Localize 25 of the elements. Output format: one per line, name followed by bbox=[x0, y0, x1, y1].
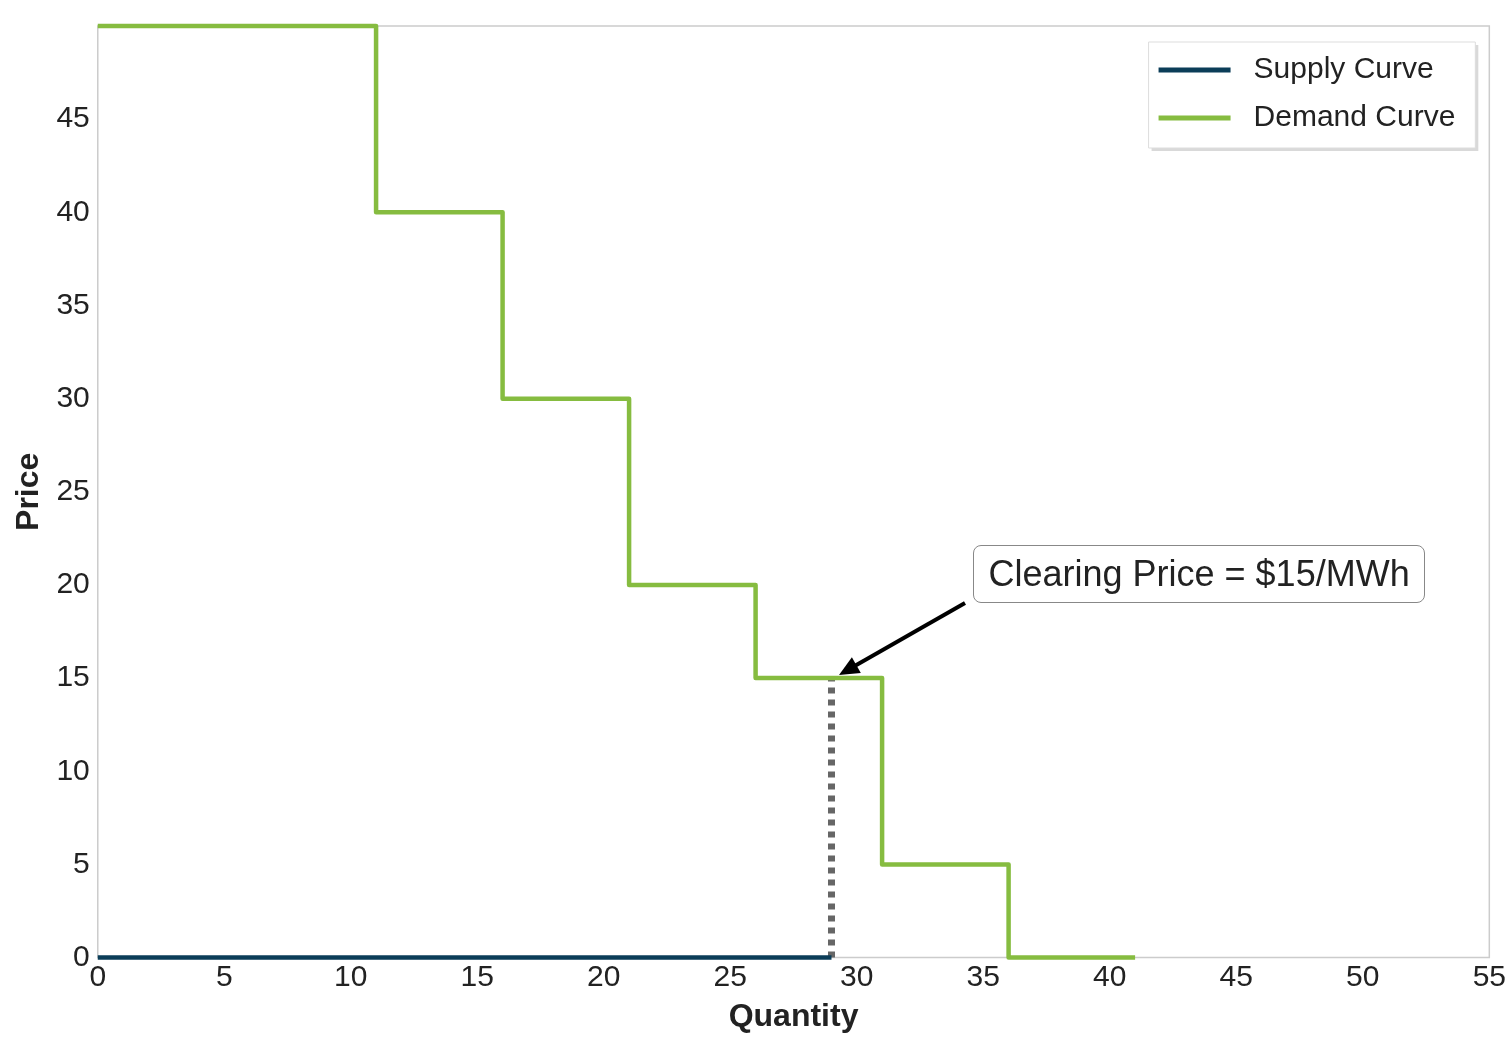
y-tick-label: 35 bbox=[56, 286, 90, 320]
x-tick-label: 15 bbox=[460, 958, 494, 992]
y-tick-label: 45 bbox=[56, 100, 90, 134]
x-tick-label: 50 bbox=[1346, 958, 1380, 992]
x-tick-label: 25 bbox=[713, 958, 747, 992]
x-tick-label: 20 bbox=[587, 958, 621, 992]
y-tick-label: 10 bbox=[56, 752, 90, 786]
y-tick-label: 15 bbox=[56, 659, 90, 693]
legend-label: Supply Curve bbox=[1253, 51, 1434, 85]
x-tick-label: 55 bbox=[1472, 958, 1506, 992]
annotation: Clearing Price = $15/MWh bbox=[973, 545, 1425, 604]
x-tick-label: 5 bbox=[215, 958, 233, 992]
x-tick-label: 35 bbox=[966, 958, 1000, 992]
y-tick-label: 25 bbox=[56, 473, 90, 507]
x-tick-label: 40 bbox=[1093, 958, 1127, 992]
y-axis-title: Price bbox=[9, 452, 46, 531]
x-tick-label: 45 bbox=[1219, 958, 1253, 992]
legend-label: Demand Curve bbox=[1253, 99, 1456, 133]
y-tick-label: 20 bbox=[56, 566, 90, 600]
y-tick-label: 30 bbox=[56, 379, 90, 413]
x-tick-label: 10 bbox=[334, 958, 368, 992]
x-axis-title: Quantity bbox=[728, 996, 859, 1033]
y-tick-label: 5 bbox=[73, 845, 90, 879]
x-tick-label: 30 bbox=[840, 958, 874, 992]
y-tick-label: 40 bbox=[56, 193, 90, 227]
